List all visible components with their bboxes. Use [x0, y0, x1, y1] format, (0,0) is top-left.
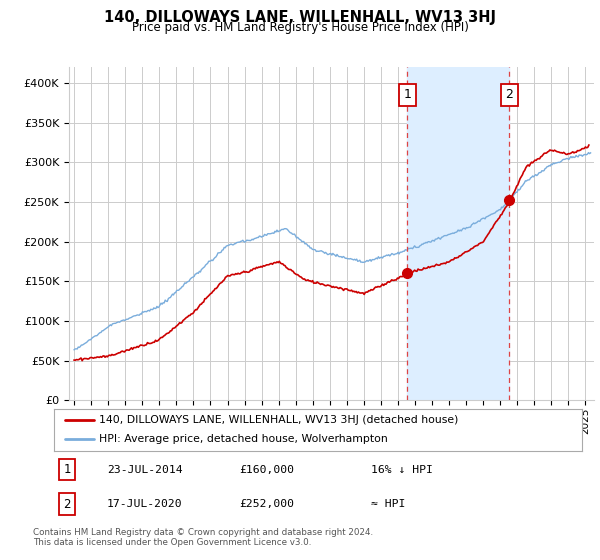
Text: 16% ↓ HPI: 16% ↓ HPI — [371, 465, 433, 475]
Text: Contains HM Land Registry data © Crown copyright and database right 2024.
This d: Contains HM Land Registry data © Crown c… — [33, 528, 373, 547]
Text: 1: 1 — [64, 463, 71, 476]
Text: Price paid vs. HM Land Registry's House Price Index (HPI): Price paid vs. HM Land Registry's House … — [131, 21, 469, 34]
Text: 23-JUL-2014: 23-JUL-2014 — [107, 465, 182, 475]
Text: 17-JUL-2020: 17-JUL-2020 — [107, 499, 182, 509]
Bar — [407, 67, 509, 400]
Text: 140, DILLOWAYS LANE, WILLENHALL, WV13 3HJ (detached house): 140, DILLOWAYS LANE, WILLENHALL, WV13 3H… — [99, 415, 458, 425]
Text: £160,000: £160,000 — [239, 465, 294, 475]
Text: HPI: Average price, detached house, Wolverhampton: HPI: Average price, detached house, Wolv… — [99, 435, 388, 445]
Text: £252,000: £252,000 — [239, 499, 294, 509]
Text: ≈ HPI: ≈ HPI — [371, 499, 405, 509]
Text: 140, DILLOWAYS LANE, WILLENHALL, WV13 3HJ: 140, DILLOWAYS LANE, WILLENHALL, WV13 3H… — [104, 10, 496, 25]
Text: 2: 2 — [64, 497, 71, 511]
Text: 1: 1 — [403, 88, 411, 101]
Text: 2: 2 — [506, 88, 514, 101]
